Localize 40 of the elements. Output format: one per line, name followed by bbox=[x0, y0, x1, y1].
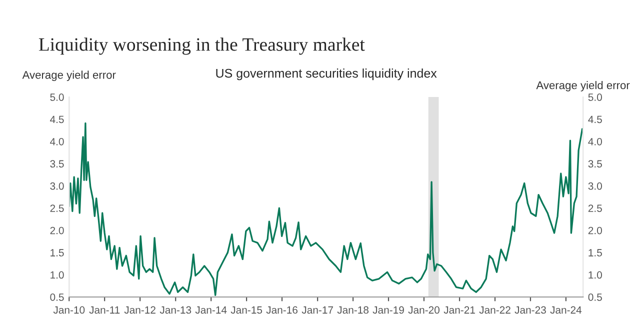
y2-tick-label: 4.5 bbox=[588, 116, 602, 124]
y-tick-label: 2.0 bbox=[50, 226, 64, 234]
x-tick-label: Jan-16 bbox=[266, 306, 298, 314]
x-tick-label: Jan-14 bbox=[195, 306, 227, 314]
x-tick-label: Jan-24 bbox=[550, 306, 582, 314]
line-series bbox=[69, 122, 584, 296]
x-tick-label: Jan-12 bbox=[124, 306, 156, 314]
y2-tick-label: 1.5 bbox=[588, 249, 602, 256]
chart-title: Liquidity worsening in the Treasury market bbox=[38, 38, 365, 55]
y2-tick-label: 2.5 bbox=[588, 204, 602, 212]
x-tick-label: Jan-18 bbox=[337, 306, 369, 314]
y2-tick-label: 4.0 bbox=[588, 138, 602, 146]
y2-tick-label: 2.0 bbox=[588, 226, 602, 234]
y-tick-label: 3.5 bbox=[50, 160, 64, 168]
x-tick-label: Jan-22 bbox=[479, 306, 510, 314]
x-tick-label: Jan-23 bbox=[514, 306, 546, 314]
y-axis-title: Average yield error bbox=[22, 70, 116, 82]
x-tick-label: Jan-15 bbox=[230, 306, 262, 314]
y-tick-label: 5.0 bbox=[50, 94, 64, 101]
y-tick-label: 0.5 bbox=[50, 294, 64, 301]
y-tick-label: 3.0 bbox=[50, 182, 64, 190]
y2-tick-label: 5.0 bbox=[588, 94, 602, 101]
x-tick-label: Jan-13 bbox=[160, 306, 192, 314]
y-tick-label: 1.5 bbox=[50, 249, 64, 256]
x-tick-label: Jan-20 bbox=[408, 306, 440, 314]
y2-tick-label: 1.0 bbox=[588, 271, 602, 279]
chart-subtitle: US government securities liquidity index bbox=[216, 68, 437, 80]
y-tick-label: 4.5 bbox=[50, 116, 64, 124]
y2-tick-label: 3.0 bbox=[588, 182, 602, 190]
y2-tick-label: 3.5 bbox=[588, 160, 602, 168]
x-tick-label: Jan-21 bbox=[444, 306, 475, 314]
y-tick-label: 2.5 bbox=[50, 204, 64, 212]
y2-axis-title: Average yield error bbox=[536, 81, 630, 92]
x-tick-label: Jan-17 bbox=[302, 306, 333, 314]
y-tick-label: 4.0 bbox=[50, 138, 64, 146]
x-tick-label: Jan-10 bbox=[53, 306, 85, 314]
y2-tick-label: 0.5 bbox=[588, 294, 602, 301]
x-tick-label: Jan-19 bbox=[372, 306, 404, 314]
y-tick-label: 1.0 bbox=[50, 271, 64, 279]
x-tick-label: Jan-11 bbox=[89, 306, 120, 314]
